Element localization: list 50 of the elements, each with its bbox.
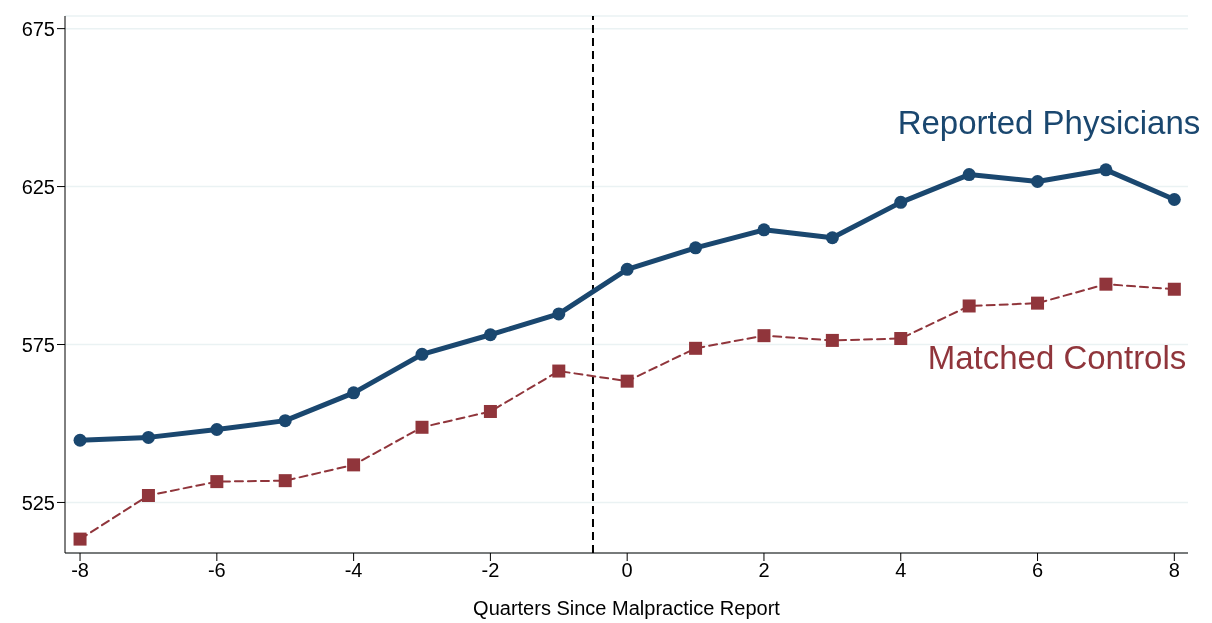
point — [483, 404, 497, 418]
point — [210, 475, 224, 489]
point — [1167, 193, 1181, 207]
point — [278, 414, 292, 428]
x-tick-label: -6 — [207, 559, 226, 582]
point — [689, 341, 703, 355]
x-tick-label: 6 — [1031, 559, 1044, 582]
point — [278, 474, 292, 488]
point — [894, 332, 908, 346]
y-tick-label: 625 — [21, 175, 55, 198]
point — [1167, 282, 1181, 296]
point — [552, 307, 566, 321]
series-label: Matched Controls — [927, 339, 1187, 377]
point — [757, 329, 771, 343]
point — [620, 374, 634, 388]
x-tick-label: -2 — [481, 559, 500, 582]
point — [962, 168, 976, 182]
x-tick-label: 4 — [895, 559, 907, 582]
point — [1099, 163, 1113, 177]
point — [689, 241, 703, 255]
point — [73, 433, 87, 447]
point — [1031, 175, 1045, 189]
point — [415, 347, 429, 361]
point — [825, 333, 839, 347]
y-tick-label: 525 — [21, 491, 55, 514]
point — [141, 489, 155, 503]
x-tick-label: 0 — [621, 559, 633, 582]
y-tick-label: 675 — [21, 17, 55, 40]
x-tick-label: 2 — [758, 559, 770, 582]
y-tick-label: 575 — [21, 333, 55, 356]
point — [552, 364, 566, 378]
point — [1031, 296, 1045, 310]
x-tick-label: -4 — [344, 559, 363, 582]
point — [825, 231, 839, 245]
point — [620, 262, 634, 276]
point — [210, 422, 224, 436]
x-tick-label: 8 — [1168, 559, 1180, 582]
point — [73, 532, 87, 546]
point — [347, 458, 361, 472]
x-tick-label: -8 — [71, 559, 89, 582]
point — [347, 386, 361, 400]
point — [894, 195, 908, 209]
point — [962, 299, 976, 313]
series-label: Reported Physicians — [897, 103, 1201, 141]
x-axis-title: Quarters Since Malpractice Report — [473, 597, 781, 619]
point — [757, 223, 771, 237]
point — [1099, 277, 1113, 291]
point — [141, 430, 155, 444]
point — [415, 420, 429, 434]
point — [483, 328, 497, 342]
